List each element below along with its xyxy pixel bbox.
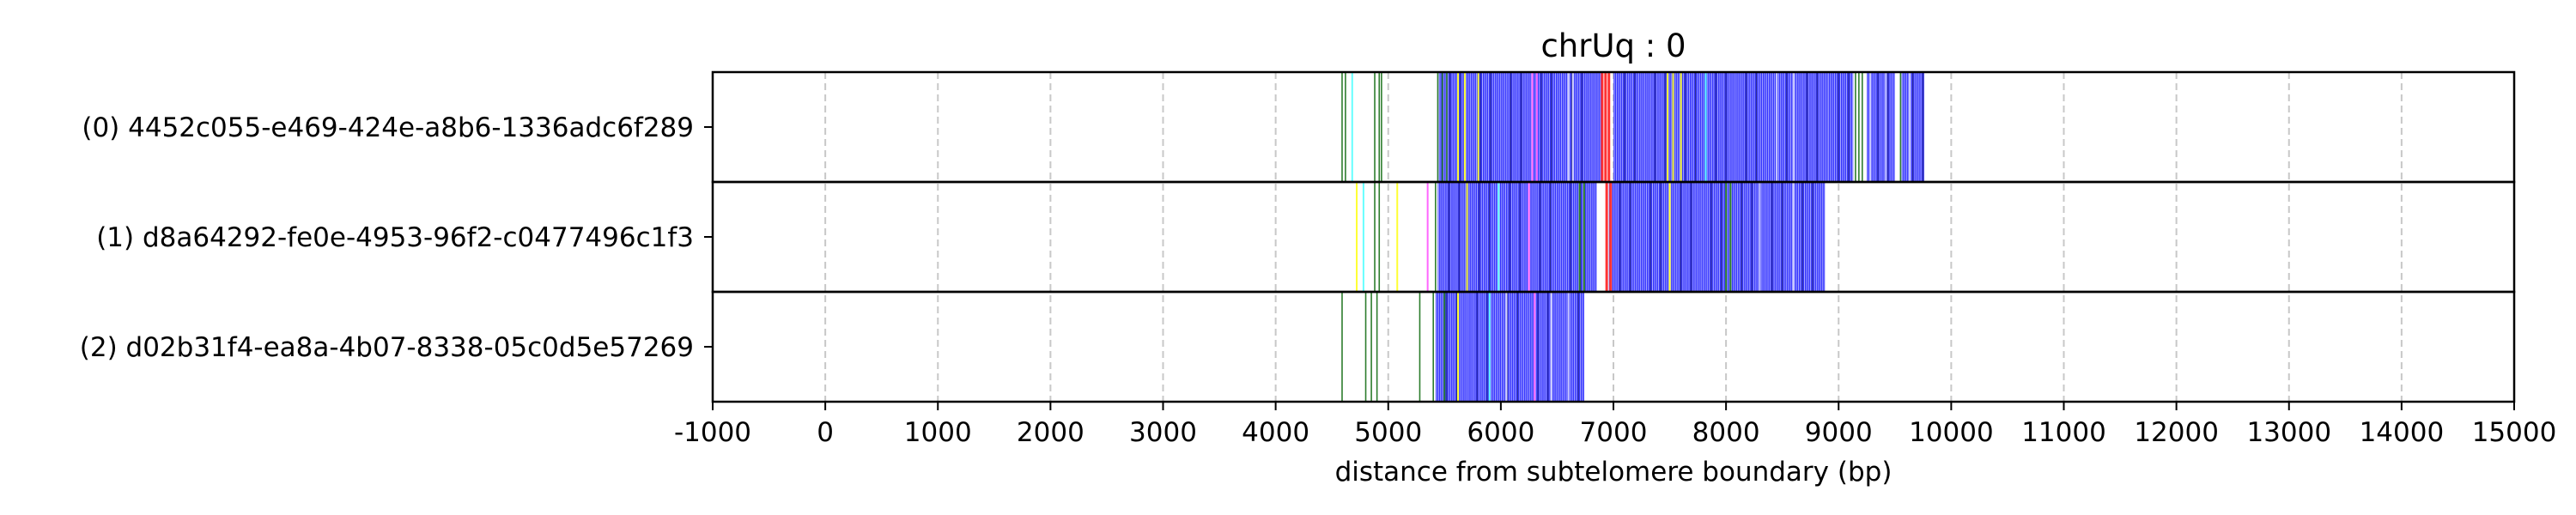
x-tick-label-10: 9000 [1805, 417, 1873, 448]
read-label-1: (1) d8a64292-fe0e-4953-96f2-c0477496c1f3 [96, 222, 694, 253]
read-labels: (0) 4452c055-e469-424e-a8b6-1336adc6f289… [80, 112, 713, 363]
dense-block-0-1 [1613, 73, 1828, 181]
x-tick-label-6: 5000 [1354, 417, 1422, 448]
x-tick-label-1: 0 [817, 417, 834, 448]
read-track-2 [1341, 293, 1584, 401]
x-tick-label-13: 12000 [2134, 417, 2219, 448]
x-tick-label-7: 6000 [1467, 417, 1534, 448]
read-label-0: (0) 4452c055-e469-424e-a8b6-1336adc6f289 [82, 112, 694, 143]
read-label-2: (2) d02b31f4-ea8a-4b07-8338-05c0d5e57269 [80, 332, 694, 363]
x-tick-label-4: 3000 [1129, 417, 1197, 448]
x-tick-label-3: 2000 [1017, 417, 1084, 448]
read-track-0 [1341, 73, 1924, 181]
x-tick-label-16: 15000 [2472, 417, 2557, 448]
chart-title: chrUq : 0 [1540, 27, 1686, 64]
x-tick-label-11: 10000 [1909, 417, 1994, 448]
x-tick-label-2: 1000 [904, 417, 972, 448]
x-axis: -1000 0 1000 2000 3000 4000 5000 6000 7000 8000 90… [674, 402, 2556, 448]
dense-block-1-0 [1437, 183, 1597, 291]
x-tick-label-12: 11000 [2021, 417, 2106, 448]
x-tick-label-8: 7000 [1580, 417, 1648, 448]
x-tick-label-14: 13000 [2246, 417, 2331, 448]
x-tick-label-5: 4000 [1242, 417, 1309, 448]
x-tick-label-15: 14000 [2360, 417, 2445, 448]
x-tick-label-9: 8000 [1692, 417, 1760, 448]
x-axis-label: distance from subtelomere boundary (bp) [1335, 457, 1893, 488]
read-track-1 [1356, 183, 1826, 291]
read-tracks [1341, 73, 1924, 401]
x-tick-label-0: -1000 [674, 417, 751, 448]
